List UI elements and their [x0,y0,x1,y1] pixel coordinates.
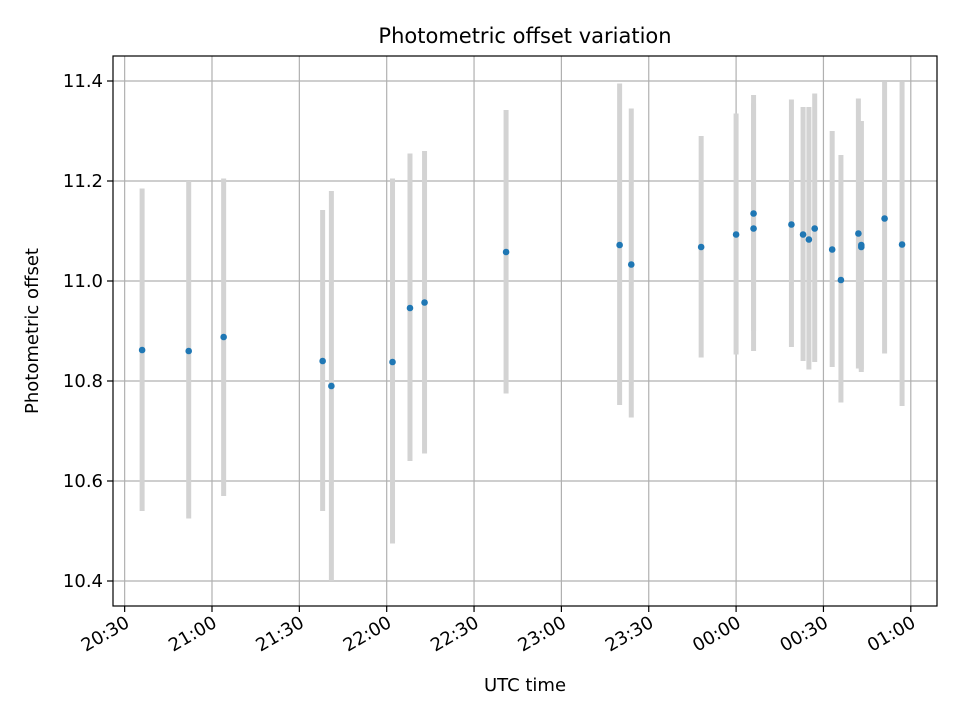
chart-title: Photometric offset variation [378,24,671,48]
data-point [750,225,757,232]
y-axis-ticks: 10.4 10.6 10.8 11.0 11.2 11.4 [63,71,113,592]
data-point [389,358,396,366]
y-tick-label: 10.8 [63,371,103,392]
data-point [898,241,906,248]
y-tick-label: 10.4 [63,571,103,592]
data-point [502,248,510,256]
y-tick-label: 11.2 [63,171,103,192]
point-layer [138,210,906,390]
data-point [828,246,836,253]
data-point [855,230,862,237]
data-point [319,357,326,365]
data-point [616,241,623,249]
plot-frame [112,55,938,607]
data-point [837,276,845,284]
y-tick-label: 11.4 [63,71,103,92]
data-point [627,261,635,268]
data-point [732,231,740,238]
data-point [881,215,888,222]
data-point [185,347,193,355]
data-point [406,304,414,312]
data-point [220,333,227,341]
data-point [750,210,757,217]
y-axis-title: Photometric offset [22,248,43,414]
x-axis-title: UTC time [484,675,566,696]
data-point [328,382,335,390]
y-tick-label: 10.6 [63,471,103,492]
data-point [857,241,865,249]
y-tick-label: 11.0 [63,271,103,292]
data-point [788,221,795,228]
data-point [697,243,705,251]
data-point [811,225,819,232]
data-point [805,236,813,243]
data-point [421,299,428,306]
data-point [799,231,807,238]
data-point [138,346,146,354]
